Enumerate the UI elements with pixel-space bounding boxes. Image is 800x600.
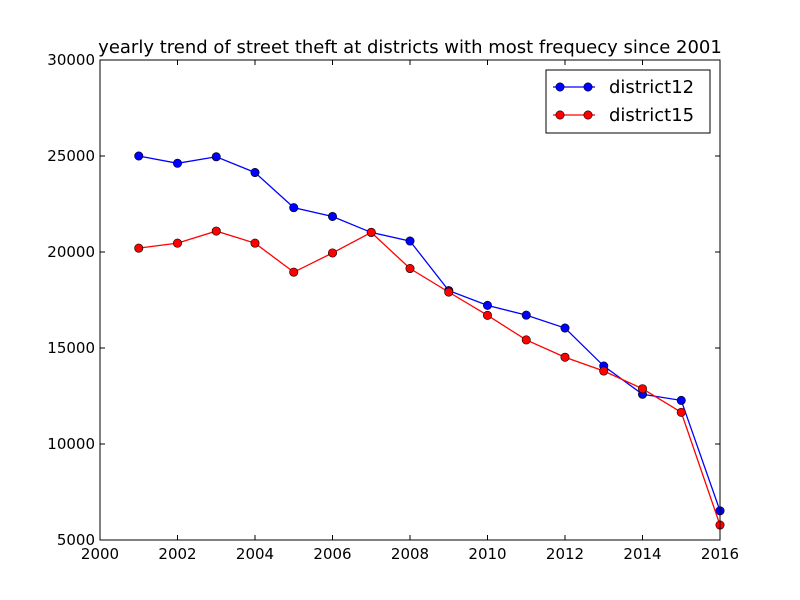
data-point — [134, 243, 144, 253]
x-tick-label: 2000 — [81, 545, 119, 563]
legend-box — [545, 69, 711, 134]
data-point — [676, 395, 686, 405]
y-tick-label: 15000 — [47, 339, 95, 357]
legend-marker — [555, 110, 565, 120]
legend-marker — [555, 82, 565, 92]
data-point — [521, 335, 531, 345]
series-line — [138, 155, 721, 512]
series-line — [138, 230, 721, 526]
y-tick-label: 20000 — [47, 243, 95, 261]
chart-title: yearly trend of street theft at district… — [98, 37, 722, 58]
data-point — [521, 310, 531, 320]
data-point — [327, 248, 337, 258]
x-axis: 2000 2002 2004 2006 2008 2010 2012 2014 2016 — [81, 60, 739, 563]
data-point — [173, 158, 183, 168]
data-point — [173, 238, 183, 248]
data-point — [366, 227, 376, 237]
data-point — [599, 366, 609, 376]
data-point — [134, 151, 144, 161]
data-point — [289, 267, 299, 277]
data-point — [560, 323, 570, 333]
data-point — [211, 152, 221, 162]
x-tick-label: 2012 — [546, 545, 584, 563]
series-layer — [134, 151, 725, 530]
y-tick-label: 30000 — [47, 51, 95, 69]
x-tick-label: 2006 — [313, 545, 351, 563]
x-tick-label: 2010 — [468, 545, 506, 563]
y-tick-label: 5000 — [57, 531, 95, 549]
y-tick-label: 10000 — [47, 435, 95, 453]
data-point — [482, 300, 492, 310]
data-point — [560, 352, 570, 362]
x-tick-label: 2008 — [391, 545, 429, 563]
legend: district12 district15 — [545, 69, 711, 134]
legend-label: district12 — [609, 77, 694, 98]
y-axis: 5000 10000 15000 20000 25000 30000 — [47, 51, 720, 549]
series-district12 — [134, 151, 725, 516]
data-point — [250, 168, 260, 178]
legend-label: district15 — [609, 105, 694, 126]
legend-item: district12 — [553, 77, 694, 98]
y-tick-label: 25000 — [47, 147, 95, 165]
data-point — [405, 264, 415, 274]
legend-marker — [583, 82, 593, 92]
data-point — [250, 238, 260, 248]
legend-item: district15 — [553, 105, 694, 126]
x-tick-label: 2004 — [236, 545, 274, 563]
data-point — [444, 287, 454, 297]
series-district15 — [134, 226, 725, 530]
x-tick-label: 2016 — [701, 545, 739, 563]
data-point — [327, 211, 337, 221]
x-tick-label: 2014 — [623, 545, 661, 563]
data-point — [676, 407, 686, 417]
data-point — [289, 203, 299, 213]
data-point — [405, 236, 415, 246]
data-point — [211, 226, 221, 236]
data-point — [482, 310, 492, 320]
x-tick-label: 2002 — [158, 545, 196, 563]
data-point — [637, 384, 647, 394]
legend-marker — [583, 110, 593, 120]
